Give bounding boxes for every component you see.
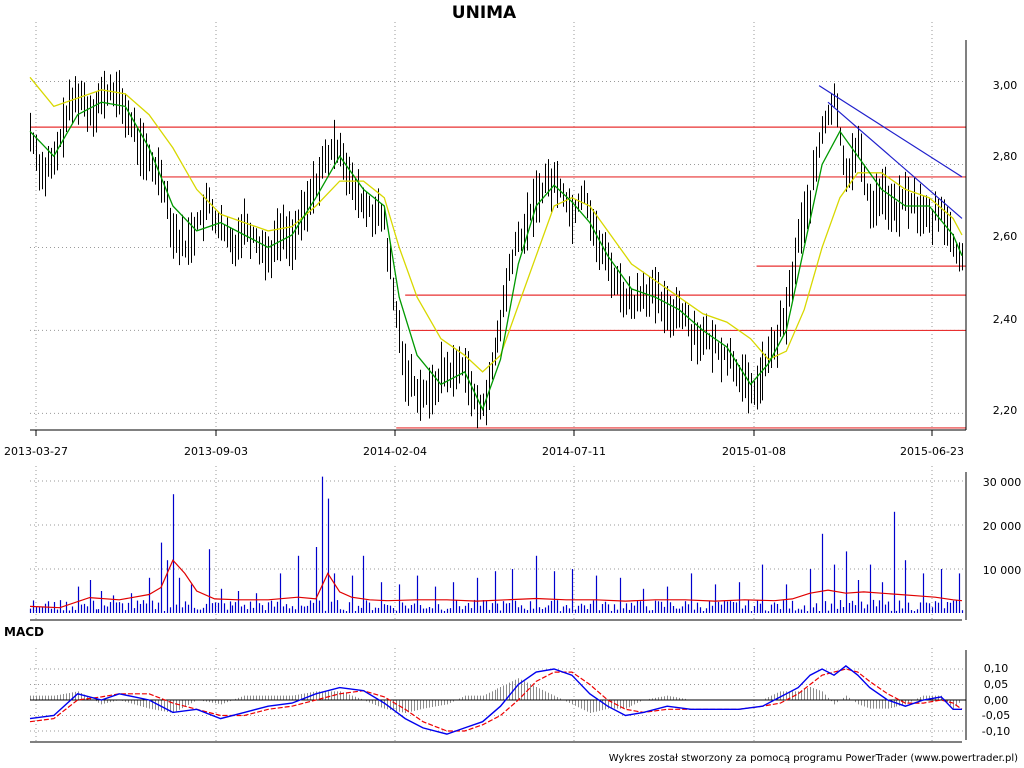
y-tick-label: 0,05 [984, 678, 1009, 691]
y-tick-label: 2,80 [993, 150, 1018, 163]
y-tick-label: 3,00 [993, 79, 1018, 92]
trendline [827, 101, 963, 219]
volume-panel: 30 000 20 000 10 000 [29, 466, 1022, 621]
volume-bars [29, 476, 964, 613]
y-tick-label: 2,60 [993, 230, 1018, 243]
chart-title: UNIMA [452, 3, 517, 23]
price-bars [30, 70, 963, 429]
support-resistance-lines [30, 126, 966, 429]
x-tick-label: 2013-09-03 [184, 445, 248, 458]
price-y-ticks: 3,00 2,80 2,60 2,40 2,20 [993, 79, 1018, 417]
macd-title: MACD [4, 625, 44, 639]
x-tick-label: 2014-07-11 [542, 445, 606, 458]
x-tick-label: 2015-01-08 [722, 445, 786, 458]
price-panel: 3,00 2,80 2,60 2,40 2,20 2013-03-27 2013… [4, 22, 1017, 458]
y-tick-label: 0,00 [984, 694, 1009, 707]
moving-average-long [29, 76, 963, 373]
price-x-ticks: 2013-03-27 2013-09-03 2014-02-04 2014-07… [4, 445, 964, 458]
y-tick-label: 10 000 [983, 564, 1022, 577]
x-tick-label: 2013-03-27 [4, 445, 68, 458]
macd-y-ticks: 0,10 0,05 0,00 -0,05 -0,10 [982, 662, 1010, 738]
macd-line [29, 665, 962, 735]
moving-average-short [29, 101, 963, 411]
x-tick-label: 2015-06-23 [900, 445, 964, 458]
macd-panel: MACD 0,10 0,05 0,00 -0,05 -0,10 [4, 625, 1010, 743]
y-tick-label: 0,10 [984, 662, 1009, 675]
x-tick-label: 2014-02-04 [363, 445, 427, 458]
y-tick-label: -0,05 [982, 709, 1010, 722]
y-tick-label: 2,20 [993, 404, 1018, 417]
trendlines [818, 85, 963, 219]
y-tick-label: -0,10 [982, 725, 1010, 738]
macd-histogram [30, 678, 960, 714]
trendline [818, 85, 963, 178]
volume-average-line [29, 559, 963, 609]
y-tick-label: 30 000 [983, 476, 1022, 489]
volume-y-ticks: 30 000 20 000 10 000 [983, 476, 1022, 577]
volume-grid [30, 466, 966, 620]
y-tick-label: 20 000 [983, 520, 1022, 533]
footer-credit: Wykres został stworzony za pomocą progra… [609, 753, 1018, 764]
y-tick-label: 2,40 [993, 313, 1018, 326]
